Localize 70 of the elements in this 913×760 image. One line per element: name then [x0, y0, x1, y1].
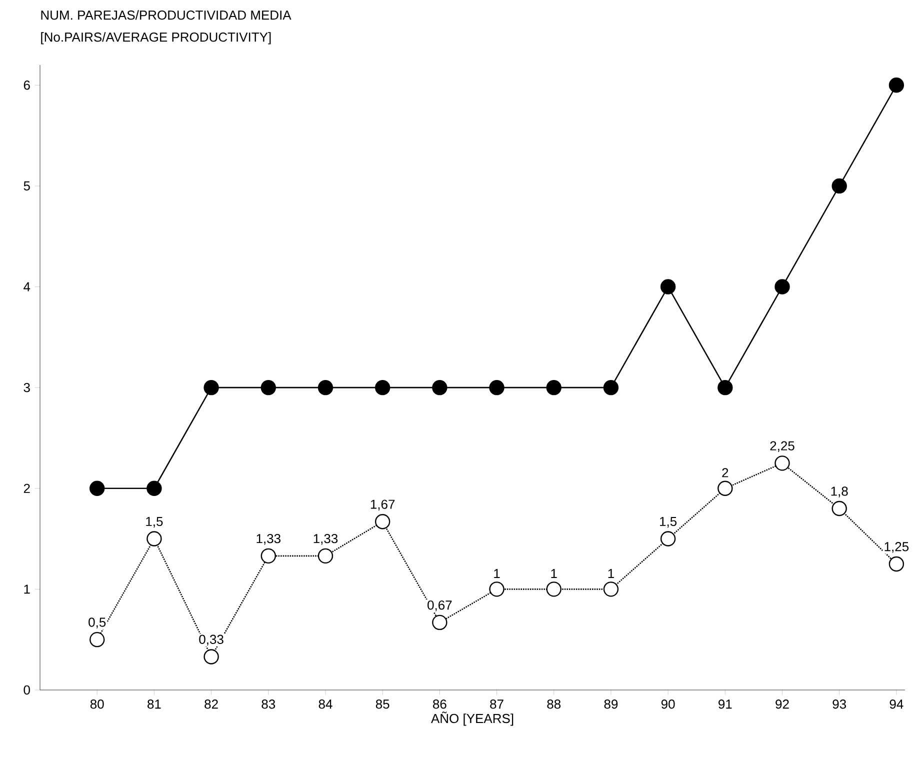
data-label: 1,25: [884, 542, 909, 553]
data-label: 1,33: [314, 534, 338, 545]
point: [260, 548, 276, 564]
data-label: 1,5: [146, 516, 163, 528]
point: [204, 380, 219, 396]
x-tick-label: 90: [661, 700, 675, 709]
x-tick-label: 83: [262, 700, 276, 709]
point: [374, 380, 390, 396]
x-tick-label: 87: [490, 700, 504, 709]
y-tick-label: 0: [24, 685, 30, 695]
x-tick-label: 84: [318, 700, 332, 709]
x-tick-label: 82: [204, 700, 218, 709]
point: [374, 514, 390, 530]
chart-subtitle: [No.PAIRS/AVERAGE PRODUCTIVITY]: [41, 32, 271, 44]
point: [546, 380, 562, 396]
data-label: 0,5: [88, 618, 106, 628]
data-label: 1: [551, 569, 557, 578]
point: [146, 480, 162, 496]
x-tick-label: 88: [547, 700, 561, 709]
x-tick-label: 94: [890, 700, 904, 709]
x-tick-label: 89: [604, 700, 618, 709]
point: [432, 614, 448, 630]
y-tick-label: 1: [24, 584, 30, 594]
point: [888, 78, 904, 93]
point: [603, 582, 619, 597]
point: [90, 480, 105, 496]
data-label: 1,67: [370, 500, 395, 510]
point: [432, 380, 448, 396]
data-label: 2: [722, 468, 728, 478]
point: [832, 178, 847, 194]
data-label: 1: [494, 569, 500, 578]
point: [318, 548, 334, 564]
y-tick-label: 2: [24, 484, 30, 493]
data-label: 1,33: [256, 534, 280, 545]
point: [832, 500, 847, 516]
y-tick-label: 4: [24, 282, 30, 292]
point: [546, 582, 562, 597]
point: [204, 649, 219, 664]
point: [718, 480, 733, 496]
data-label: 1,8: [831, 486, 848, 498]
y-tick-label: 3: [24, 382, 30, 392]
point: [774, 456, 790, 471]
x-tick-label: 92: [776, 700, 789, 709]
data-label: 0,67: [428, 600, 452, 612]
chart-title: NUM. PAREJAS/PRODUCTIVIDAD MEDIA: [41, 10, 292, 20]
x-tick-label: 81: [148, 700, 161, 709]
point: [888, 556, 904, 572]
x-axis-title: AÑO [YEARS]: [430, 712, 514, 726]
point: [489, 380, 504, 396]
x-tick-label: 80: [90, 700, 104, 709]
x-tick-label: 86: [433, 700, 446, 709]
point: [718, 380, 733, 396]
point: [774, 279, 790, 294]
point: [318, 380, 334, 396]
y-tick-label: 5: [24, 181, 30, 190]
point: [489, 582, 504, 597]
point: [90, 632, 105, 648]
data-label: 0,33: [199, 634, 224, 646]
x-tick-label: 85: [376, 700, 390, 709]
point: [660, 279, 676, 294]
data-label: 2,25: [770, 441, 794, 452]
point: [146, 531, 162, 546]
data-label: 1,5: [660, 516, 677, 528]
x-tick-label: 91: [718, 700, 732, 709]
point: [603, 380, 619, 396]
point: [260, 380, 276, 396]
point: [660, 531, 676, 546]
y-tick-label: 6: [24, 80, 30, 90]
x-tick-label: 93: [832, 700, 846, 709]
data-label: 1: [608, 569, 614, 578]
